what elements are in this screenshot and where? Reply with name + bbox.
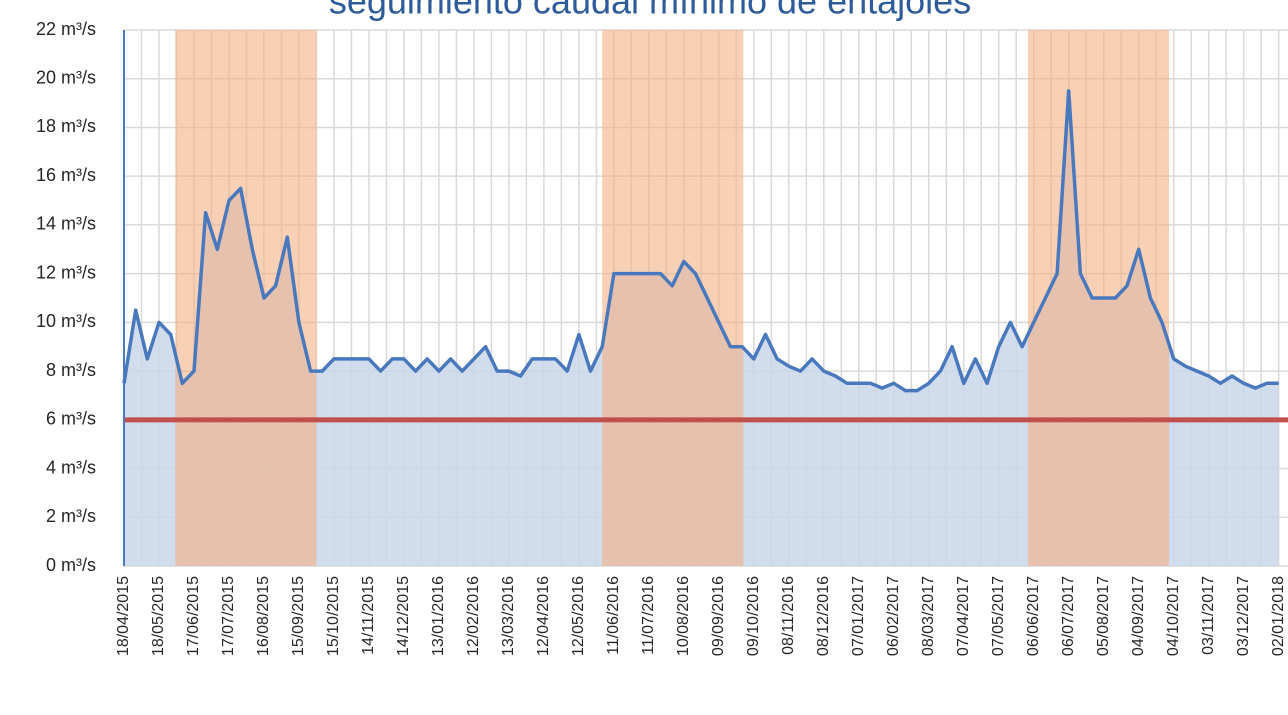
x-tick-label: 15/09/2015 xyxy=(290,576,307,656)
y-tick-label: 4 m³/s xyxy=(46,457,96,477)
y-tick-label: 10 m³/s xyxy=(36,311,96,331)
x-tick-label: 13/01/2016 xyxy=(430,576,447,656)
x-tick-label: 07/01/2017 xyxy=(850,576,867,656)
y-tick-label: 0 m³/s xyxy=(46,555,96,575)
x-tick-label: 14/11/2015 xyxy=(360,576,377,655)
line xyxy=(122,89,1279,393)
x-tick-label: 12/02/2016 xyxy=(465,576,482,656)
y-tick-label: 18 m³/s xyxy=(36,116,96,136)
x-tick-label: 04/09/2017 xyxy=(1130,576,1147,656)
x-tick-label: 07/04/2017 xyxy=(955,576,972,656)
y-tick-label: 2 m³/s xyxy=(46,506,96,526)
y-tick-label: 14 m³/s xyxy=(36,214,96,234)
x-tick-label: 15/10/2015 xyxy=(325,576,342,656)
x-tick-label: 16/08/2015 xyxy=(255,576,272,656)
x-tick-label: 13/03/2016 xyxy=(500,576,517,656)
x-tick-label: 04/10/2017 xyxy=(1165,576,1182,656)
y-tick-label: 22 m³/s xyxy=(36,19,96,39)
season-band xyxy=(602,30,744,566)
x-tick-label: 06/02/2017 xyxy=(885,576,902,656)
x-tick-label: 06/07/2017 xyxy=(1060,576,1077,656)
x-tick-label: 02/01/2018 xyxy=(1270,576,1287,656)
y-tick-label: 8 m³/s xyxy=(46,360,96,380)
chart-title: seguimiento caudal mínimo de entajoles xyxy=(329,0,971,22)
x-tick-label: 06/06/2017 xyxy=(1025,576,1042,656)
x-tick-label: 17/06/2015 xyxy=(185,576,202,656)
x-tick-label: 07/05/2017 xyxy=(990,576,1007,656)
x-tick-label: 10/08/2016 xyxy=(675,576,692,656)
x-tick-label: 11/07/2016 xyxy=(640,576,657,655)
x-tick-label: 08/03/2017 xyxy=(920,576,937,656)
x-tick-label: 08/12/2016 xyxy=(815,576,832,656)
x-tick-label: 09/10/2016 xyxy=(745,576,762,656)
y-tick-label: 12 m³/s xyxy=(36,262,96,282)
x-tick-label: 08/11/2016 xyxy=(780,576,797,655)
x-tick-label: 18/05/2015 xyxy=(150,576,167,656)
x-tick-label: 09/09/2016 xyxy=(710,576,727,656)
y-tick-label: 6 m³/s xyxy=(46,409,96,429)
x-tick-label: 17/07/2015 xyxy=(220,576,237,656)
x-tick-label: 11/06/2016 xyxy=(605,576,622,655)
y-tick-label: 16 m³/s xyxy=(36,165,96,185)
x-tick-label: 12/05/2016 xyxy=(570,576,587,656)
x-tick-label: 12/04/2016 xyxy=(535,576,552,656)
x-tick-label: 05/08/2017 xyxy=(1095,576,1112,656)
x-tick-label: 03/11/2017 xyxy=(1200,576,1217,655)
x-tick-label: 14/12/2015 xyxy=(395,576,412,656)
y-tick-label: 20 m³/s xyxy=(36,67,96,87)
x-tick-label: 03/12/2017 xyxy=(1235,576,1252,656)
x-tick-label: 18/04/2015 xyxy=(115,576,132,656)
